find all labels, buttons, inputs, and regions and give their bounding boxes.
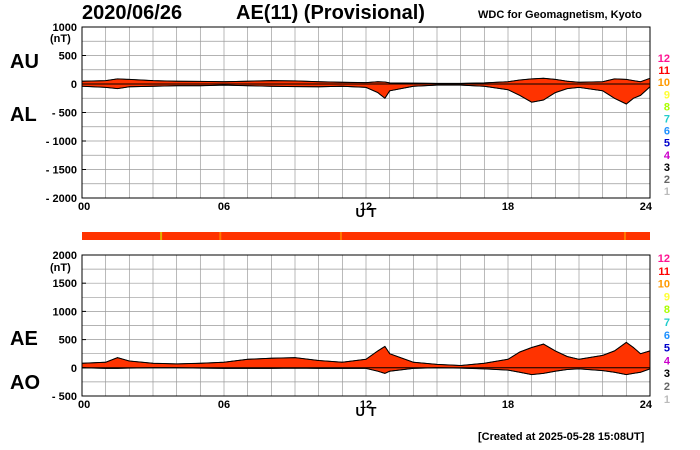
activity-bar-marker <box>339 232 342 240</box>
y-tick-label: 500 <box>59 335 77 347</box>
legend-level: 11 <box>658 65 670 77</box>
x-tick-label: 24 <box>640 201 653 213</box>
legend-level: 3 <box>664 162 670 174</box>
lower-panel-unit-label: (nT) <box>50 262 71 274</box>
x-tick-label: 00 <box>78 201 90 213</box>
x-tick-label: 24 <box>640 399 653 411</box>
legend-level: 1 <box>664 186 670 198</box>
legend-level: 1 <box>664 394 670 406</box>
legend-level: 7 <box>664 114 670 126</box>
series-upper-line <box>81 77 651 84</box>
y-tick-label: 1000 <box>53 306 77 318</box>
y-tick-label: 0 <box>71 79 77 91</box>
legend-level: 5 <box>664 343 670 355</box>
y-tick-label: 1000 <box>53 22 77 34</box>
legend-level: 9 <box>664 89 670 101</box>
y-tick-label: - 1500 <box>46 165 77 177</box>
y-tick-label: 1500 <box>53 278 77 290</box>
y-tick-label: - 500 <box>52 391 77 403</box>
series-upper-line <box>81 341 651 367</box>
y-tick-label: 0 <box>71 363 77 375</box>
y-tick-label: - 2000 <box>46 193 77 205</box>
y-tick-label: - 1000 <box>46 136 77 148</box>
plot-frame <box>81 254 651 397</box>
al-label: AL <box>10 104 37 126</box>
plot-date: 2020/06/26 <box>82 2 183 24</box>
ao-label: AO <box>10 372 40 394</box>
activity-bar <box>82 232 650 240</box>
legend-level: 3 <box>664 368 670 380</box>
legend-level: 6 <box>664 126 670 138</box>
legend-level: 2 <box>664 381 670 393</box>
y-tick-label: 500 <box>59 51 77 63</box>
legend-level: 6 <box>664 330 670 342</box>
legend-level: 12 <box>658 53 670 65</box>
credit-text: WDC for Geomagnetism, Kyoto <box>478 9 642 21</box>
x-tick-label: 00 <box>78 399 90 411</box>
y-tick-label: 2000 <box>53 250 77 262</box>
legend-level: 2 <box>664 174 670 186</box>
legend-level: 12 <box>658 253 670 265</box>
au-label: AU <box>10 51 39 73</box>
legend-level: 4 <box>664 355 671 367</box>
x-axis-label: U T <box>356 404 377 419</box>
plot-title: AE(11) (Provisional) <box>236 2 425 24</box>
legend-level: 8 <box>664 101 670 113</box>
legend-level: 10 <box>658 77 670 89</box>
series-lower-line <box>81 84 651 105</box>
upper-panel-unit-label: (nT) <box>50 33 71 45</box>
legend-level: 7 <box>664 317 670 329</box>
x-tick-label: 18 <box>502 201 514 213</box>
x-tick-label: 12 <box>360 201 372 213</box>
y-tick-label: - 500 <box>52 108 77 120</box>
legend-level: 11 <box>658 266 670 278</box>
created-timestamp: [Created at 2025-05-28 15:08UT] <box>478 431 645 443</box>
ae-label: AE <box>10 328 38 350</box>
x-tick-label: 12 <box>360 399 372 411</box>
activity-bar-marker <box>160 232 163 240</box>
legend-level: 9 <box>664 291 670 303</box>
legend-level: 5 <box>664 138 670 150</box>
x-tick-label: 18 <box>502 399 514 411</box>
activity-bar-marker <box>623 232 626 240</box>
legend-level: 8 <box>664 304 670 316</box>
legend-level: 10 <box>658 279 670 291</box>
legend-level: 4 <box>664 150 671 162</box>
x-tick-label: 06 <box>218 201 230 213</box>
x-tick-label: 06 <box>218 399 230 411</box>
activity-bar-marker <box>219 232 222 240</box>
x-axis-label: U T <box>356 205 377 220</box>
